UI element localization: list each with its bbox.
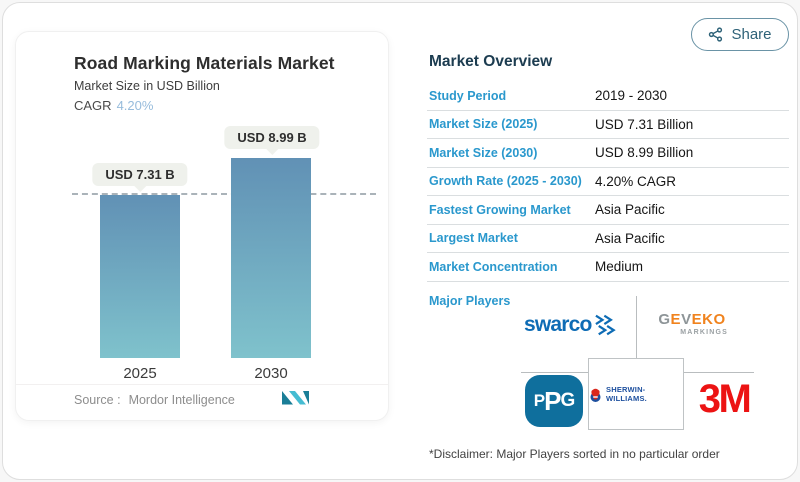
- table-row: Largest Market Asia Pacific: [427, 225, 789, 253]
- source-label: Source :: [74, 393, 121, 407]
- ppg-letter: P: [544, 385, 561, 416]
- row-label: Market Size (2025): [429, 117, 538, 132]
- table-row: Growth Rate (2025 - 2030) 4.20% CAGR: [427, 168, 789, 196]
- table-row: Market Size (2030) USD 8.99 Billion: [427, 139, 789, 168]
- swarco-chevrons-icon: [594, 314, 623, 336]
- share-button[interactable]: Share: [691, 18, 789, 51]
- bar-value-label-2030: USD 8.99 B: [224, 126, 320, 155]
- row-label: Market Size (2030): [429, 145, 538, 160]
- reference-dashed-line: [72, 193, 376, 195]
- source-divider: [16, 384, 388, 385]
- logo-sherwin-williams: SHERWIN-WILLIAMS.: [588, 358, 684, 430]
- geveko-letter: V: [681, 311, 692, 328]
- x-axis-label-2025: 2025: [123, 365, 157, 382]
- bar-value-label-2025: USD 7.31 B: [92, 163, 188, 192]
- swarco-wordmark: swarco: [524, 313, 592, 336]
- x-axis-label-2030: 2030: [254, 365, 288, 382]
- bar-2025: [100, 195, 180, 358]
- geveko-letter: O: [713, 311, 726, 328]
- row-label: Fastest Growing Market: [429, 202, 571, 217]
- source-brand: Mordor Intelligence: [128, 393, 235, 407]
- row-value: USD 8.99 Billion: [595, 145, 694, 161]
- market-overview-panel: Market Overview Study Period 2019 - 2030…: [427, 47, 789, 482]
- major-players-label: Major Players: [429, 294, 511, 308]
- row-label: Growth Rate (2025 - 2030): [429, 174, 582, 189]
- ppg-letter: G: [560, 390, 575, 411]
- logo-geveko-markings: GEVEKO MARKINGS: [654, 311, 730, 336]
- logo-swarco: swarco: [524, 313, 623, 337]
- row-label: Largest Market: [429, 231, 518, 246]
- table-row: Study Period 2019 - 2030: [427, 82, 789, 111]
- chart-header: Road Marking Materials Market Market Siz…: [74, 53, 335, 113]
- bar-chart: USD 7.31 B USD 8.99 B 2025 2030: [16, 32, 388, 420]
- row-value: 2019 - 2030: [595, 88, 668, 104]
- cagr-label: CAGR: [74, 98, 112, 113]
- row-value: Medium: [595, 259, 644, 275]
- geveko-letter: E: [670, 311, 682, 328]
- share-button-label: Share: [731, 26, 772, 43]
- mordor-intelligence-logo-icon: [282, 389, 310, 411]
- row-value: USD 7.31 Billion: [595, 116, 694, 132]
- geveko-letter: K: [702, 311, 714, 328]
- geveko-wordmark: GEVEKO: [654, 311, 730, 328]
- geveko-letter: E: [691, 311, 703, 328]
- table-row: Fastest Growing Market Asia Pacific: [427, 196, 789, 225]
- logo-3m: 3M: [698, 377, 752, 421]
- row-label: Study Period: [429, 88, 507, 103]
- cagr-value: 4.20%: [116, 98, 154, 113]
- sherwin-williams-can-icon: [589, 386, 602, 403]
- ppg-letter: P: [533, 391, 545, 410]
- table-row: Market Size (2025) USD 7.31 Billion: [427, 111, 789, 139]
- overview-table: Study Period 2019 - 2030 Market Size (20…: [427, 82, 789, 282]
- source-row: Source : Mordor Intelligence: [74, 393, 235, 407]
- geveko-letter: G: [658, 311, 671, 328]
- bar-2030: [231, 158, 311, 358]
- disclaimer-text: *Disclaimer: Major Players sorted in no …: [429, 447, 720, 461]
- row-value: 4.20% CAGR: [595, 173, 677, 189]
- share-icon: [708, 27, 723, 42]
- table-row: Market Concentration Medium: [427, 253, 789, 282]
- overview-title: Market Overview: [429, 53, 553, 70]
- row-value: Asia Pacific: [595, 230, 665, 246]
- chart-cagr: CAGR 4.20%: [74, 98, 335, 113]
- players-vertical-divider: [636, 296, 637, 358]
- geveko-markings-subtext: MARKINGS: [680, 329, 728, 336]
- row-value: Asia Pacific: [595, 202, 665, 218]
- sherwin-williams-wordmark: SHERWIN-WILLIAMS.: [606, 385, 647, 403]
- chart-subtitle: Market Size in USD Billion: [74, 79, 220, 93]
- chart-title: Road Marking Materials Market: [74, 53, 335, 73]
- row-label: Market Concentration: [429, 259, 558, 274]
- chart-card: Road Marking Materials Market Market Siz…: [15, 31, 389, 421]
